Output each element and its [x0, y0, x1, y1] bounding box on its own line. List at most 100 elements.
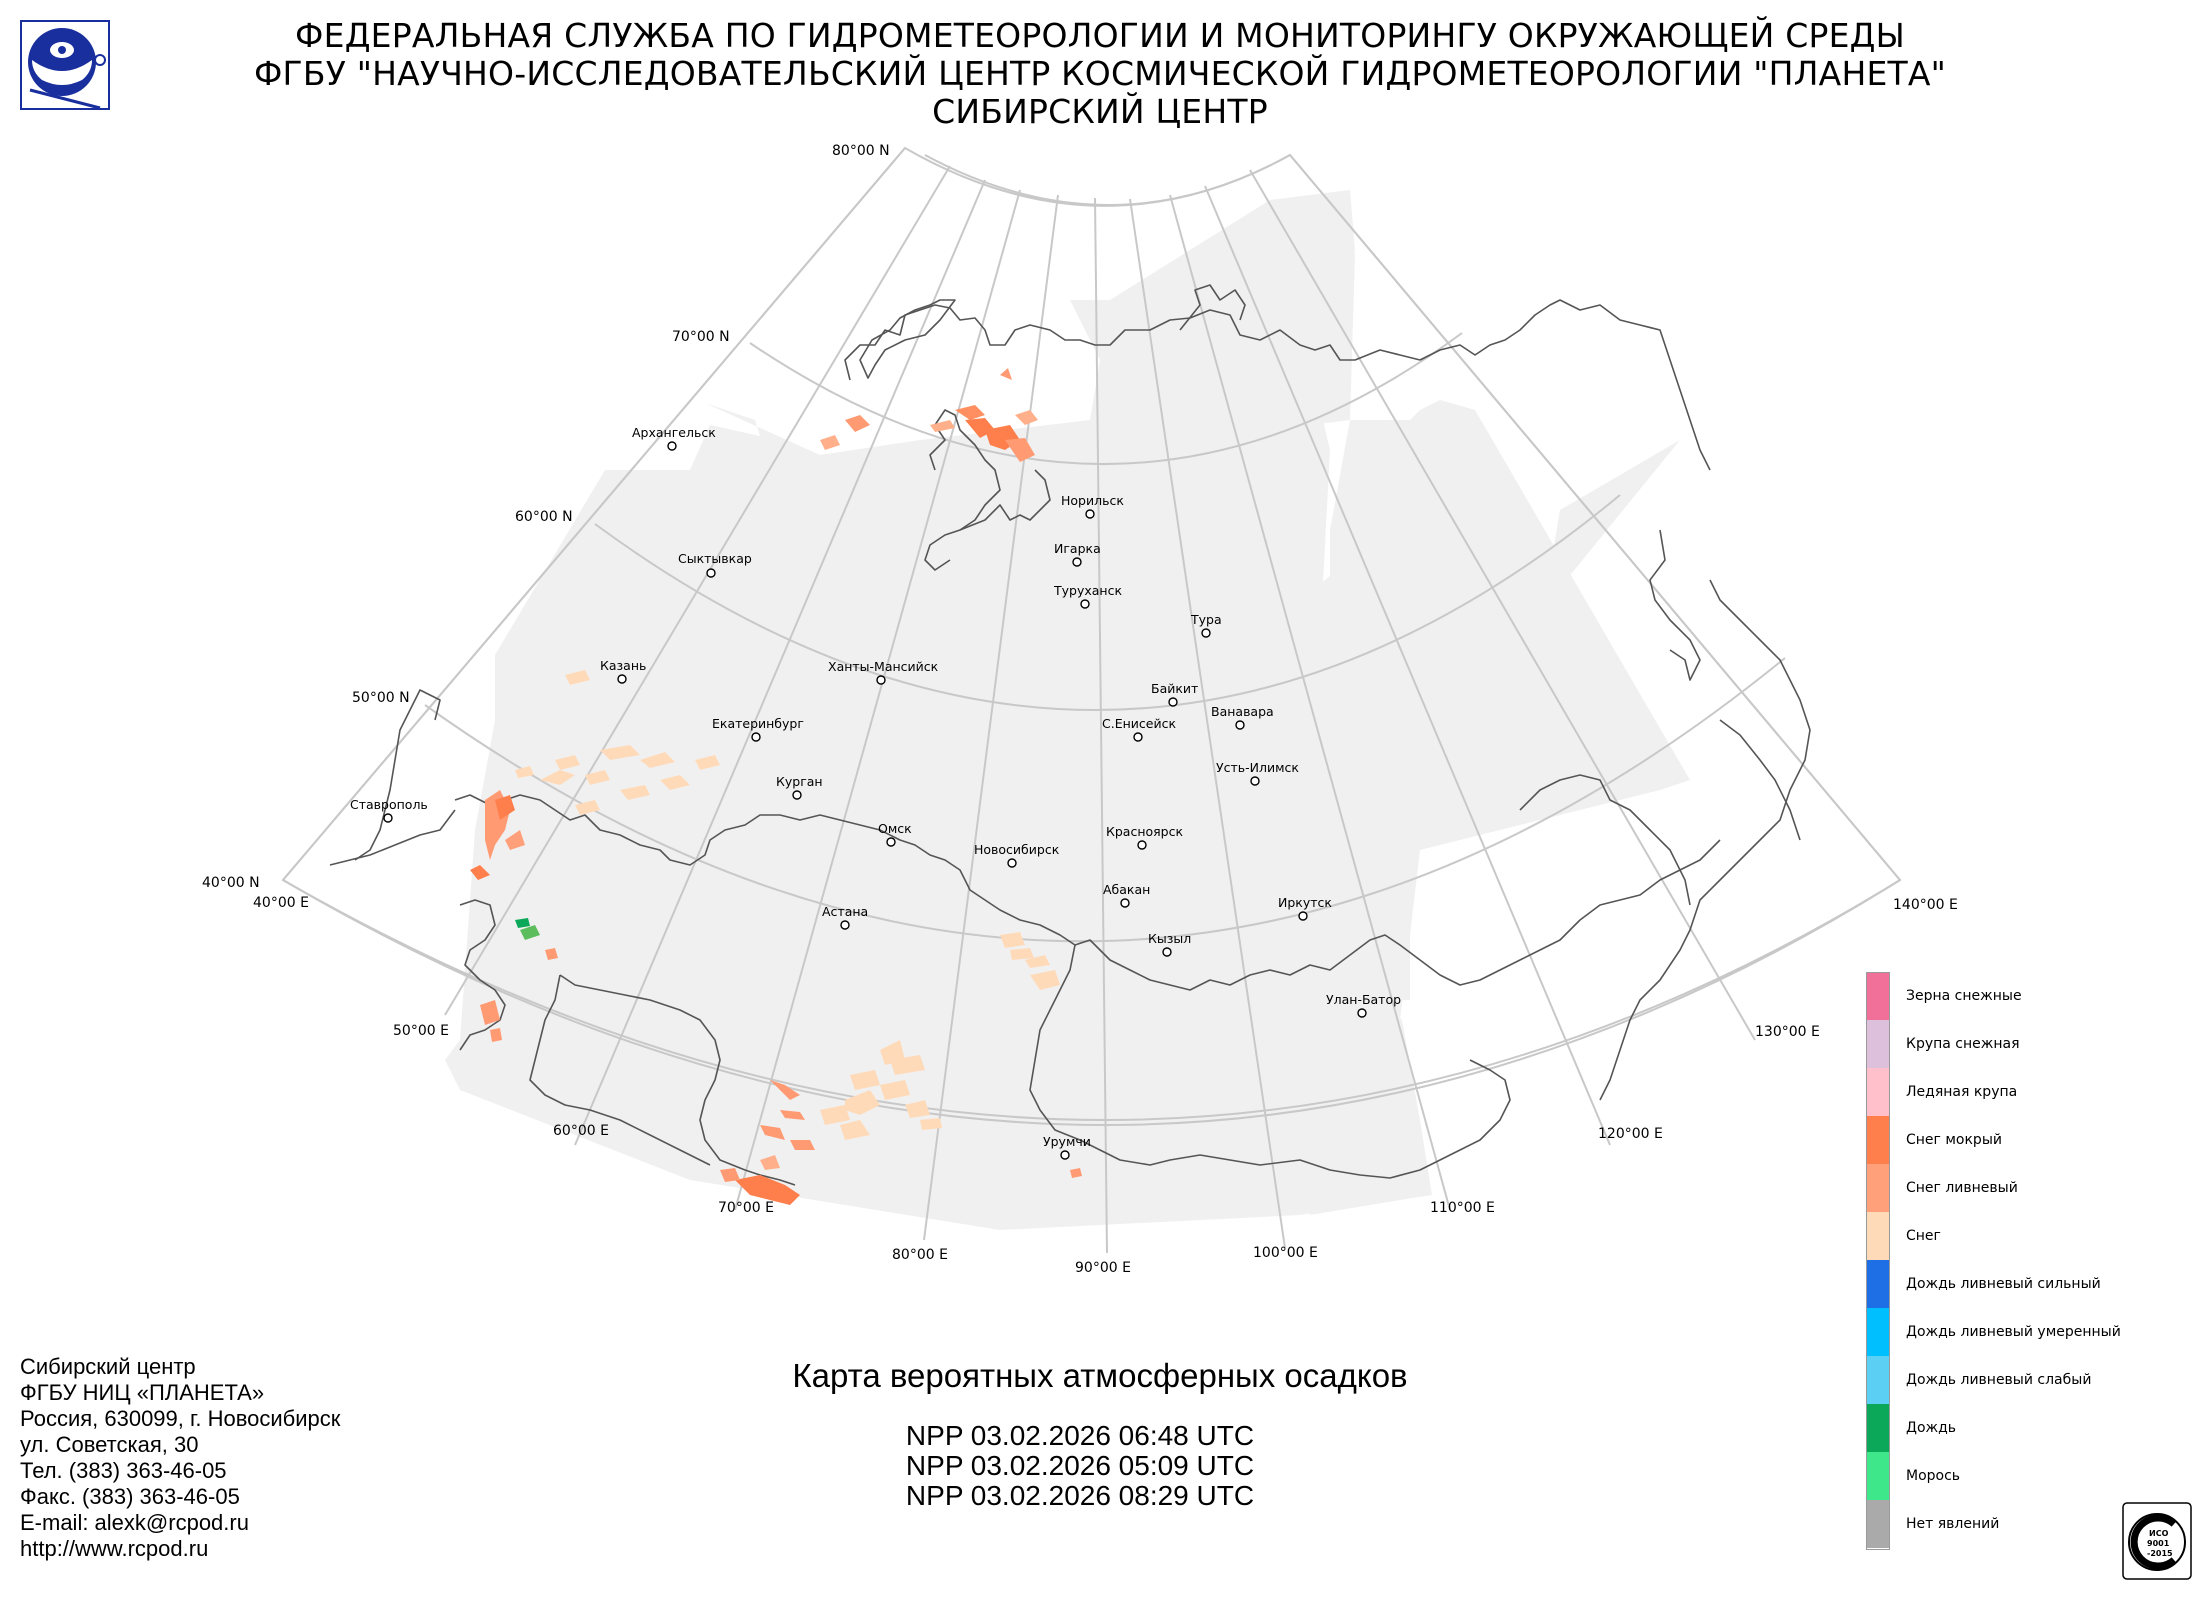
lon-label-50: 50°00 E — [393, 1023, 449, 1039]
legend-label: Зерна снежные — [1906, 987, 2022, 1004]
legend-label: Морось — [1906, 1467, 1961, 1484]
lon-label-40: 40°00 E — [253, 895, 309, 911]
planeta-logo — [20, 20, 110, 110]
legend-swatch — [1866, 1500, 1890, 1548]
lat-label-40: 40°00 N — [202, 875, 260, 891]
legend-item: Морось — [1866, 1452, 2196, 1500]
legend-item: Снег — [1866, 1212, 2196, 1260]
city-abakan: Абакан — [1103, 882, 1150, 897]
longitude-labels: 40°00 E 50°00 E 60°00 E 70°00 E 80°00 E … — [253, 895, 1958, 1276]
city-urumqi: Урумчи — [1043, 1134, 1091, 1149]
contact-block: Сибирский центр ФГБУ НИЦ «ПЛАНЕТА» Росси… — [20, 1354, 340, 1562]
contact-line: Сибирский центр — [20, 1354, 196, 1379]
header-line-3: СИБИРСКИЙ ЦЕНТР — [932, 92, 1268, 131]
legend-swatch — [1866, 1404, 1890, 1452]
lon-label-110: 110°00 E — [1430, 1200, 1495, 1216]
lat-label-50: 50°00 N — [352, 690, 410, 706]
legend-swatch — [1866, 1260, 1890, 1308]
lon-label-90: 90°00 E — [1075, 1260, 1131, 1276]
legend-item: Снег ливневый — [1866, 1164, 2196, 1212]
contact-line: ул. Советская, 30 — [20, 1432, 199, 1457]
coastline-okhotsk — [1599, 579, 1811, 1101]
legend-swatch — [1866, 1452, 1890, 1500]
black-sea-coast — [329, 809, 456, 866]
legend-swatch — [1866, 1020, 1890, 1068]
legend-item: Снег мокрый — [1866, 1116, 2196, 1164]
coastline-novaya-zemlya — [859, 299, 956, 379]
city-yekaterinburg: Екатеринбург — [712, 716, 804, 731]
city-kazan: Казань — [600, 658, 646, 673]
city-stavropol: Ставрополь — [350, 797, 428, 812]
legend-item: Нет явлений — [1866, 1500, 2196, 1548]
contact-email: E-mail: alexk@rcpod.ru — [20, 1510, 249, 1535]
coastline-taymyr — [1179, 284, 1246, 331]
city-kurgan: Курган — [776, 774, 823, 789]
coastline-east-siberia — [1419, 299, 1711, 471]
contact-fax: Факс. (383) 363-46-05 — [20, 1484, 240, 1509]
legend-item: Крупа снежная — [1866, 1020, 2196, 1068]
city-arkhangelsk: Архангельск — [632, 425, 716, 440]
city-astana: Астана — [822, 904, 868, 919]
lon-label-120: 120°00 E — [1598, 1126, 1663, 1142]
city-omsk: Омск — [878, 821, 912, 836]
header-line-2: ФГБУ "НАУЧНО-ИССЛЕДОВАТЕЛЬСКИЙ ЦЕНТР КОС… — [253, 54, 1947, 93]
header-line-1: ФЕДЕРАЛЬНАЯ СЛУЖБА ПО ГИДРОМЕТЕОРОЛОГИИ … — [295, 16, 1905, 55]
coastline-sakhalin — [1719, 719, 1801, 841]
border-kazakhstan-russia — [454, 794, 1076, 946]
border-kazakhstan-south — [559, 974, 796, 1186]
coastline-west — [354, 689, 441, 861]
coverage-strip-1 — [1110, 190, 1355, 330]
coverage-strip-3 — [1300, 400, 1690, 1215]
lat-label-80: 80°00 N — [832, 143, 890, 159]
legend-item: Дождь — [1866, 1404, 2196, 1452]
latitude-labels: 80°00 N 70°00 N 60°00 N 50°00 N 40°00 N — [202, 143, 890, 891]
pass-time-2: NPP 03.02.2026 05:09 UTC — [905, 1450, 1255, 1481]
legend-label: Дождь ливневый сильный — [1906, 1275, 2101, 1292]
map-title: Карта вероятных атмосферных осадков — [792, 1357, 1408, 1394]
svg-text:-2015: -2015 — [2147, 1549, 2173, 1558]
city-vanavara: Ванавара — [1211, 704, 1274, 719]
coastline-gulf-ob — [959, 469, 1051, 531]
lat-label-60: 60°00 N — [515, 509, 573, 525]
contact-line: ФГБУ НИЦ «ПЛАНЕТА» — [20, 1380, 265, 1405]
legend-label: Дождь ливневый слабый — [1906, 1371, 2092, 1388]
legend-swatch — [1866, 1068, 1890, 1116]
city-baykit: Байкит — [1151, 681, 1198, 696]
legend-swatch — [1866, 1116, 1890, 1164]
map-frame — [281, 146, 1902, 1121]
lat-label-70: 70°00 N — [672, 329, 730, 345]
legend-label: Нет явлений — [1906, 1515, 2000, 1532]
legend-swatch — [1866, 972, 1890, 1020]
border-mongolia-china — [1029, 944, 1511, 1179]
legend-label: Дождь — [1906, 1419, 1957, 1436]
contact-line: Россия, 630099, г. Новосибирск — [20, 1406, 341, 1431]
precipitation-patches — [470, 368, 1082, 1205]
legend-label: Снег мокрый — [1906, 1131, 2002, 1148]
legend-item: Дождь ливневый умеренный — [1866, 1308, 2196, 1356]
legend-label: Дождь ливневый умеренный — [1906, 1323, 2121, 1340]
parallel-70n — [749, 332, 1463, 466]
city-khanty-mansiysk: Ханты-Мансийск — [828, 659, 939, 674]
coastline-kamchatka — [1649, 529, 1701, 681]
lon-label-80: 80°00 E — [892, 1247, 948, 1263]
pass-time-1: NPP 03.02.2026 06:48 UTC — [905, 1420, 1255, 1451]
pass-time-3: NPP 03.02.2026 08:29 UTC — [905, 1480, 1255, 1511]
legend-item: Дождь ливневый слабый — [1866, 1356, 2196, 1404]
legend-item: Дождь ливневый сильный — [1866, 1260, 2196, 1308]
parallel-50n — [424, 657, 1786, 943]
parallel-60n — [594, 494, 1621, 712]
city-tura: Тура — [1190, 612, 1222, 627]
iso-certification-badge: ИСО 9001 -2015 — [2122, 1502, 2192, 1580]
svg-text:ИСО: ИСО — [2149, 1529, 2169, 1538]
lon-label-100: 100°00 E — [1253, 1245, 1318, 1261]
contact-website[interactable]: http://www.rcpod.ru — [20, 1536, 209, 1561]
legend-label: Ледяная крупа — [1906, 1083, 2018, 1100]
caspian-sea — [459, 899, 506, 1051]
legend-border — [1866, 972, 1890, 1550]
lon-label-130: 130°00 E — [1755, 1024, 1820, 1040]
legend-label: Крупа снежная — [1906, 1035, 2020, 1052]
legend-swatch — [1866, 1164, 1890, 1212]
city-ulan-bator: Улан-Батор — [1326, 992, 1401, 1007]
city-kyzyl: Кызыл — [1148, 931, 1191, 946]
